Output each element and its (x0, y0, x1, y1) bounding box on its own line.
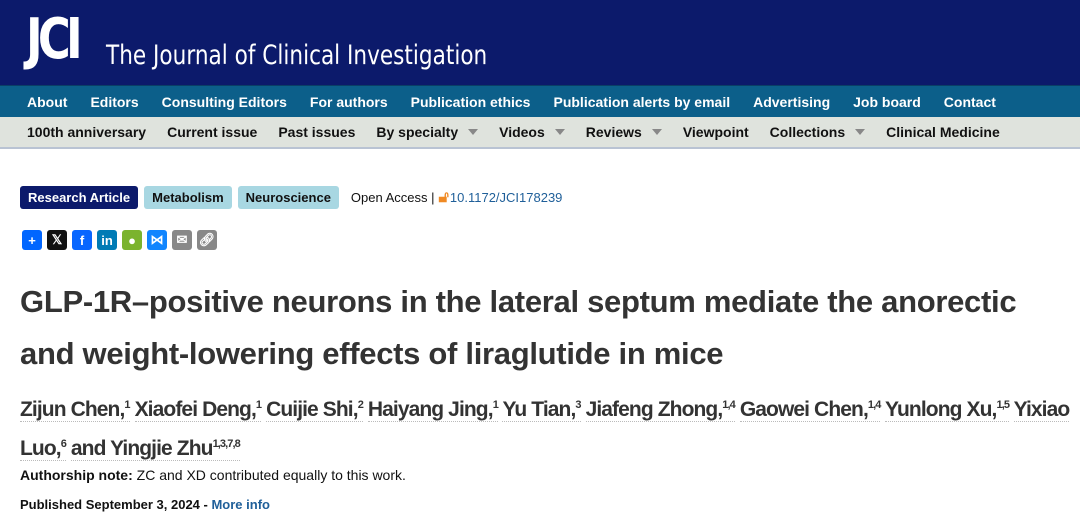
published-date: Published September 3, 2024 - (20, 497, 212, 512)
caret-down-icon (651, 129, 662, 135)
authorship-note: Authorship note: ZC and XD contributed e… (20, 467, 406, 483)
site-header: JCI The Journal of Clinical Investigatio… (0, 0, 1080, 85)
email-icon[interactable]: ✉ (172, 230, 192, 250)
wechat-icon[interactable]: ● (122, 230, 142, 250)
author[interactable]: Gaowei Chen,1,4 (739, 398, 881, 422)
nav-label: Current issue (167, 124, 258, 140)
author-name: Jiafeng Zhong, (585, 398, 724, 421)
nav-reviews[interactable]: Reviews (586, 124, 662, 140)
authorship-note-label: Authorship note: (20, 467, 133, 483)
nav-past-issues[interactable]: Past issues (278, 124, 355, 140)
nav-viewpoint[interactable]: Viewpoint (683, 124, 749, 140)
authorship-note-text: ZC and XD contributed equally to this wo… (132, 467, 406, 483)
affiliation: 1 (255, 399, 262, 411)
affiliation: 1 (492, 399, 499, 411)
open-access-label: Open Access | (350, 190, 435, 205)
author[interactable]: Zijun Chen,1 (20, 398, 131, 422)
author-name: Zijun Chen, (20, 398, 125, 421)
author[interactable]: Cuijie Shi,2 (266, 398, 364, 422)
affiliation: 1,4 (867, 399, 881, 411)
nav-about[interactable]: About (27, 93, 68, 110)
nav-label: Videos (499, 124, 545, 140)
author-name: Haiyang Jing, (367, 398, 494, 421)
linkedin-icon[interactable]: in (97, 230, 117, 250)
share-bar: + 𝕏 f in ● ⋈ ✉ 🔗︎ (22, 230, 222, 250)
share-plus-icon[interactable]: + (22, 230, 42, 250)
more-info-link[interactable]: More info (211, 497, 270, 512)
affiliation: 3 (575, 399, 581, 411)
nav-current-issue[interactable]: Current issue (167, 124, 257, 140)
copy-link-icon[interactable]: 🔗︎ (197, 230, 217, 250)
article-title: GLP-1R–positive neurons in the lateral s… (20, 284, 1017, 371)
caret-down-icon (554, 129, 565, 135)
affiliation: 1,5 (996, 399, 1010, 411)
nav-for-authors[interactable]: For authors (309, 93, 388, 110)
nav-advertising[interactable]: Advertising (753, 93, 831, 110)
author-name: Yixiao Luo, (20, 398, 1070, 460)
author[interactable]: Xiaofei Deng,1 (134, 398, 262, 422)
nav-publication-alerts[interactable]: Publication alerts by email (553, 93, 731, 110)
primary-nav: About Editors Consulting Editors For aut… (0, 85, 1080, 117)
open-access-lock-icon: 🔓︎ (438, 188, 449, 206)
article-tags: Research Article Metabolism Neuroscience… (20, 186, 562, 209)
caret-down-icon (855, 129, 866, 135)
x-icon[interactable]: 𝕏 (47, 230, 67, 250)
affiliation: 1 (124, 399, 130, 411)
nav-label: Past issues (278, 124, 356, 140)
nav-publication-ethics[interactable]: Publication ethics (410, 93, 531, 110)
nav-label: Clinical Medicine (886, 124, 1000, 140)
nav-videos[interactable]: Videos (499, 124, 565, 140)
author[interactable]: and Yingjie Zhu1,3,7,8 (70, 437, 241, 461)
affiliation: 1,4 (722, 399, 735, 411)
author-name: Yu Tian, (502, 398, 576, 421)
jci-logo[interactable]: JCI (26, 7, 83, 72)
author-name: Xiaofei Deng, (134, 398, 257, 421)
author[interactable]: Jiafeng Zhong,1,4 (585, 398, 736, 422)
tag-research-article[interactable]: Research Article (20, 186, 139, 209)
tag-metabolism[interactable]: Metabolism (144, 186, 232, 209)
nav-collections[interactable]: Collections (769, 124, 866, 140)
author-name: Gaowei Chen, (739, 398, 869, 421)
nav-by-specialty[interactable]: By specialty (376, 124, 479, 140)
author[interactable]: Haiyang Jing,1 (367, 398, 499, 422)
author-list: Zijun Chen,1 Xiaofei Deng,1 Cuijie Shi,2… (20, 388, 1070, 466)
nav-editors[interactable]: Editors (90, 93, 139, 110)
nav-label: Viewpoint (682, 124, 749, 140)
author-name: Yunlong Xu, (885, 398, 997, 421)
nav-100th-anniversary[interactable]: 100th anniversary (27, 124, 146, 140)
author-name: Cuijie Shi, (266, 398, 359, 421)
nav-label: By specialty (376, 124, 459, 140)
nav-label: 100th anniversary (27, 124, 147, 140)
affiliation: 1,3,7,8 (212, 438, 241, 450)
author[interactable]: Yu Tian,3 (502, 398, 582, 422)
tag-neuroscience[interactable]: Neuroscience (237, 186, 339, 209)
affiliation: 2 (357, 399, 364, 411)
secondary-nav: 100th anniversary Current issue Past iss… (0, 117, 1080, 149)
doi-link[interactable]: 10.1172/JCI178239 (449, 190, 563, 205)
facebook-icon[interactable]: f (72, 230, 92, 250)
journal-name[interactable]: The Journal of Clinical Investigation (106, 40, 488, 71)
caret-down-icon (468, 129, 479, 135)
nav-job-board[interactable]: Job board (853, 93, 921, 110)
affiliation: 6 (60, 438, 67, 450)
nav-contact[interactable]: Contact (943, 93, 996, 110)
nav-label: Collections (769, 124, 846, 140)
author-name: and Yingjie Zhu (70, 437, 214, 460)
published-info: Published September 3, 2024 - More info (20, 497, 270, 512)
nav-consulting-editors[interactable]: Consulting Editors (161, 93, 287, 110)
author[interactable]: Yixiao Luo,6 (20, 398, 1070, 461)
bluesky-icon[interactable]: ⋈ (147, 230, 167, 250)
author[interactable]: Yunlong Xu,1,5 (885, 398, 1010, 422)
nav-label: Reviews (585, 124, 642, 140)
nav-clinical-medicine[interactable]: Clinical Medicine (886, 124, 1000, 140)
